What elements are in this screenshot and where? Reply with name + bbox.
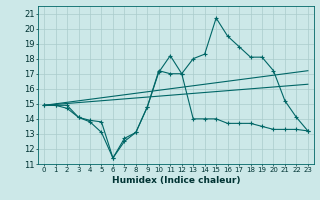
- X-axis label: Humidex (Indice chaleur): Humidex (Indice chaleur): [112, 176, 240, 185]
